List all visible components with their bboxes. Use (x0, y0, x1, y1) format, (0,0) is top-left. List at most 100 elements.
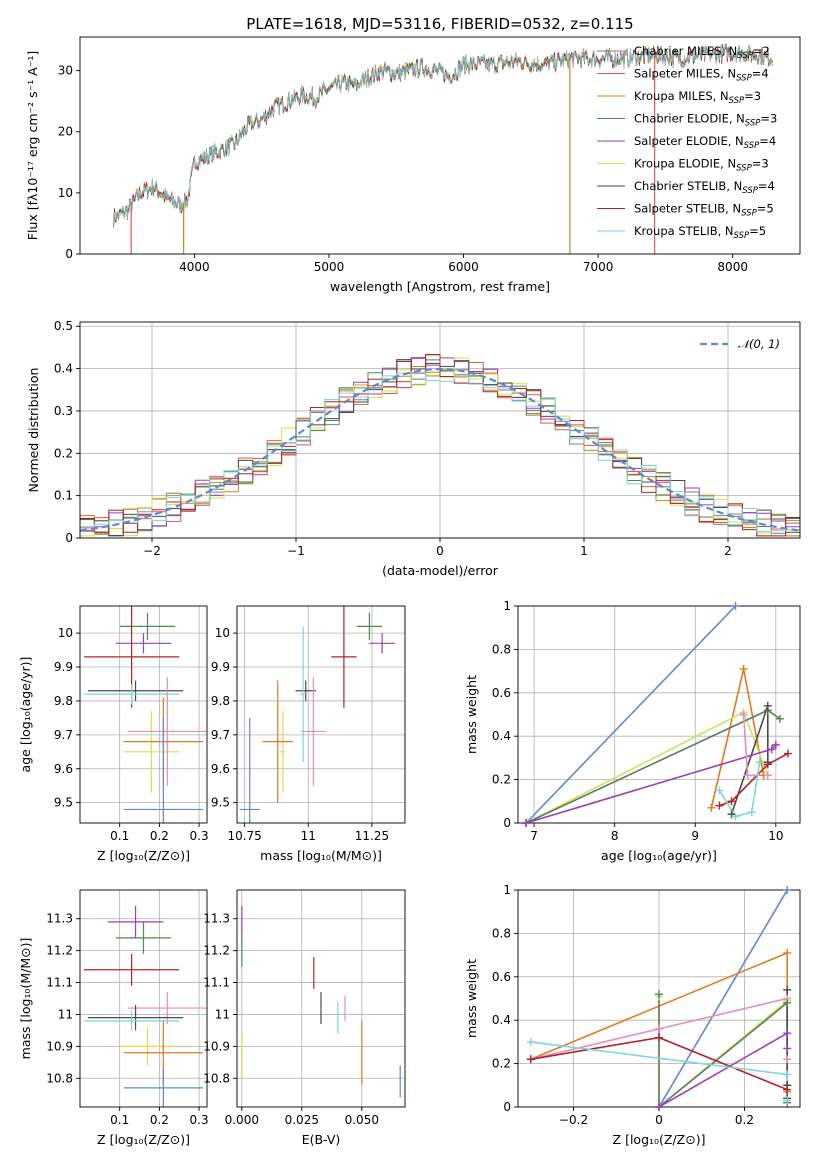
y-tick-label: 0.4 (54, 362, 73, 376)
y-tick-label: 10 (215, 626, 230, 640)
x-tick-label: −0.2 (559, 1113, 588, 1127)
y-tick-label: 9.6 (54, 762, 73, 776)
x-tick-label: 8 (611, 829, 619, 843)
hist-series-8 (80, 372, 800, 538)
y-tick-label: 9.7 (54, 728, 73, 742)
weight-marker (655, 1024, 663, 1033)
figure-title: PLATE=1618, MJD=53116, FIBERID=0532, z=0… (246, 15, 633, 33)
plot-area (530, 890, 789, 1107)
axes-6: 0.000 0.025 0.050 10.8 10.9 11 11.1 11.2 11.3 E(B… (203, 889, 406, 1147)
weight-marker (783, 948, 792, 957)
weight-series-6 (719, 752, 789, 807)
weight-marker (522, 819, 531, 827)
y-tick-label: 0 (65, 247, 73, 261)
y-tick-label: 1 (503, 883, 511, 897)
y-axis-label: Flux [fλ10⁻¹⁷ erg cm⁻² s⁻¹ A⁻¹] (25, 51, 40, 240)
y-axis-label: Normed distribution (26, 368, 41, 493)
x-tick-label: 5000 (314, 260, 345, 274)
x-tick-label: 0.1 (110, 829, 129, 843)
legend-entry-6: Chabrier STELIB, NSSP=4 (634, 179, 775, 196)
y-tick-label: 10 (58, 626, 73, 640)
y-tick-label: 9.7 (211, 728, 230, 742)
y-tick-label: 11.1 (203, 976, 230, 990)
y-tick-label: 0.6 (492, 970, 511, 984)
axes-7: −0.2 0 0.2 0 0.2 0.4 0.6 0.8 1 Z [log₁₀(Z/Z⊙)] mas… (464, 883, 801, 1147)
weight-marker (526, 1037, 535, 1046)
legend-entry-8: Kroupa STELIB, NSSP=5 (634, 224, 766, 241)
axes-3: 10.75 11 11.25 9.5 9.6 9.7 9.8 9.9 10 mass [log₁₀… (211, 605, 406, 863)
weight-series-0 (658, 890, 788, 1107)
y-tick-label: 0.8 (492, 642, 511, 656)
y-tick-label: 9.6 (211, 762, 230, 776)
x-axis-label: age [log₁₀(age/yr)] (601, 848, 717, 863)
axes-2: 0.1 0.2 0.3 9.5 9.6 9.7 9.8 9.9 10 Z [log₁₀(Z/Z⊙)… (18, 605, 209, 863)
legend-entry-2: Kroupa MILES, NSSP=3 (634, 89, 761, 106)
y-axis-label: age [log₁₀(age/yr)] (18, 657, 33, 773)
y-tick-label: 20 (58, 125, 73, 139)
axes-1: −2 −1 0 1 2 0 0.1 0.2 0.3 0.4 0.5 (data-model)/erro… (26, 319, 801, 578)
weight-marker (783, 1070, 792, 1079)
legend-entry-5: Kroupa ELODIE, NSSP=3 (634, 157, 769, 174)
x-tick-label: 7 (530, 829, 538, 843)
x-tick-label: 7000 (583, 260, 614, 274)
legend-entry-0: Chabrier MILES, NSSP=2 (634, 44, 770, 61)
x-tick-label: 6000 (448, 260, 479, 274)
plot-area (525, 606, 789, 823)
y-tick-label: 0.3 (54, 404, 73, 418)
y-tick-label: 0.2 (492, 1057, 511, 1071)
x-tick-label: 10.75 (227, 829, 261, 843)
axes-frame (517, 605, 801, 824)
x-axis-label: (data-model)/error (382, 563, 499, 578)
y-tick-label: 11.3 (46, 912, 73, 926)
weight-marker (739, 664, 748, 673)
x-tick-label: −2 (143, 544, 161, 558)
y-tick-label: 0.2 (54, 446, 73, 460)
weight-series-0 (525, 606, 737, 823)
weight-marker (739, 710, 748, 719)
weight-marker (783, 886, 792, 894)
spectrum-series-8 (113, 43, 773, 226)
plot-area (80, 353, 800, 538)
x-tick-label: 11.25 (355, 829, 389, 843)
weight-marker (526, 1055, 535, 1064)
x-tick-label: 4000 (179, 260, 210, 274)
y-axis-label: mass weight (464, 959, 479, 1038)
y-tick-label: 9.5 (211, 796, 230, 810)
weight-marker (783, 1081, 792, 1090)
plot-area (83, 905, 207, 1107)
y-tick-label: 0.8 (492, 926, 511, 940)
x-tick-label: 11 (301, 829, 316, 843)
weight-marker (727, 810, 736, 819)
y-tick-label: 11 (58, 1007, 73, 1021)
weight-marker (783, 1029, 792, 1038)
legend-entry-7: Salpeter STELIB, NSSP=5 (634, 202, 774, 219)
y-tick-label: 11 (215, 1007, 230, 1021)
x-tick-label: 0.000 (225, 1113, 259, 1127)
x-tick-label: 0.2 (150, 829, 169, 843)
weight-marker (763, 771, 772, 780)
y-tick-label: 0.1 (54, 489, 73, 503)
plot-area (241, 905, 401, 1098)
weight-marker (783, 1044, 792, 1053)
axes-frame (236, 889, 406, 1108)
legend-gaussian-label: 𝒩(0, 1) (738, 337, 780, 351)
axes-frame (79, 889, 208, 1108)
weight-marker (763, 760, 772, 769)
weight-marker (783, 1055, 792, 1064)
legend-entry-3: Chabrier ELODIE, NSSP=3 (634, 112, 777, 129)
x-tick-label: 0.3 (190, 829, 209, 843)
axes-0: 4000 5000 6000 7000 8000 0 10 20 30 wavelength [A… (25, 36, 801, 294)
x-axis-label: wavelength [Angstrom, rest frame] (330, 279, 550, 294)
x-axis-label: E(B-V) (302, 1132, 341, 1147)
weight-marker (707, 803, 716, 812)
x-axis-label: mass [log₁₀(M/M⊙)] (260, 848, 382, 863)
weight-marker (767, 745, 776, 754)
plot-area (239, 606, 395, 823)
y-tick-label: 0 (503, 1100, 511, 1114)
y-tick-label: 0.2 (492, 773, 511, 787)
y-tick-label: 11.1 (46, 976, 73, 990)
weight-series-8 (718, 762, 761, 818)
axes-5: 0.1 0.2 0.3 10.8 10.9 11 11.1 11.2 11.3 Z [log₁₀(… (18, 889, 209, 1147)
axes-frame (79, 36, 801, 255)
axes-frame (236, 605, 406, 824)
